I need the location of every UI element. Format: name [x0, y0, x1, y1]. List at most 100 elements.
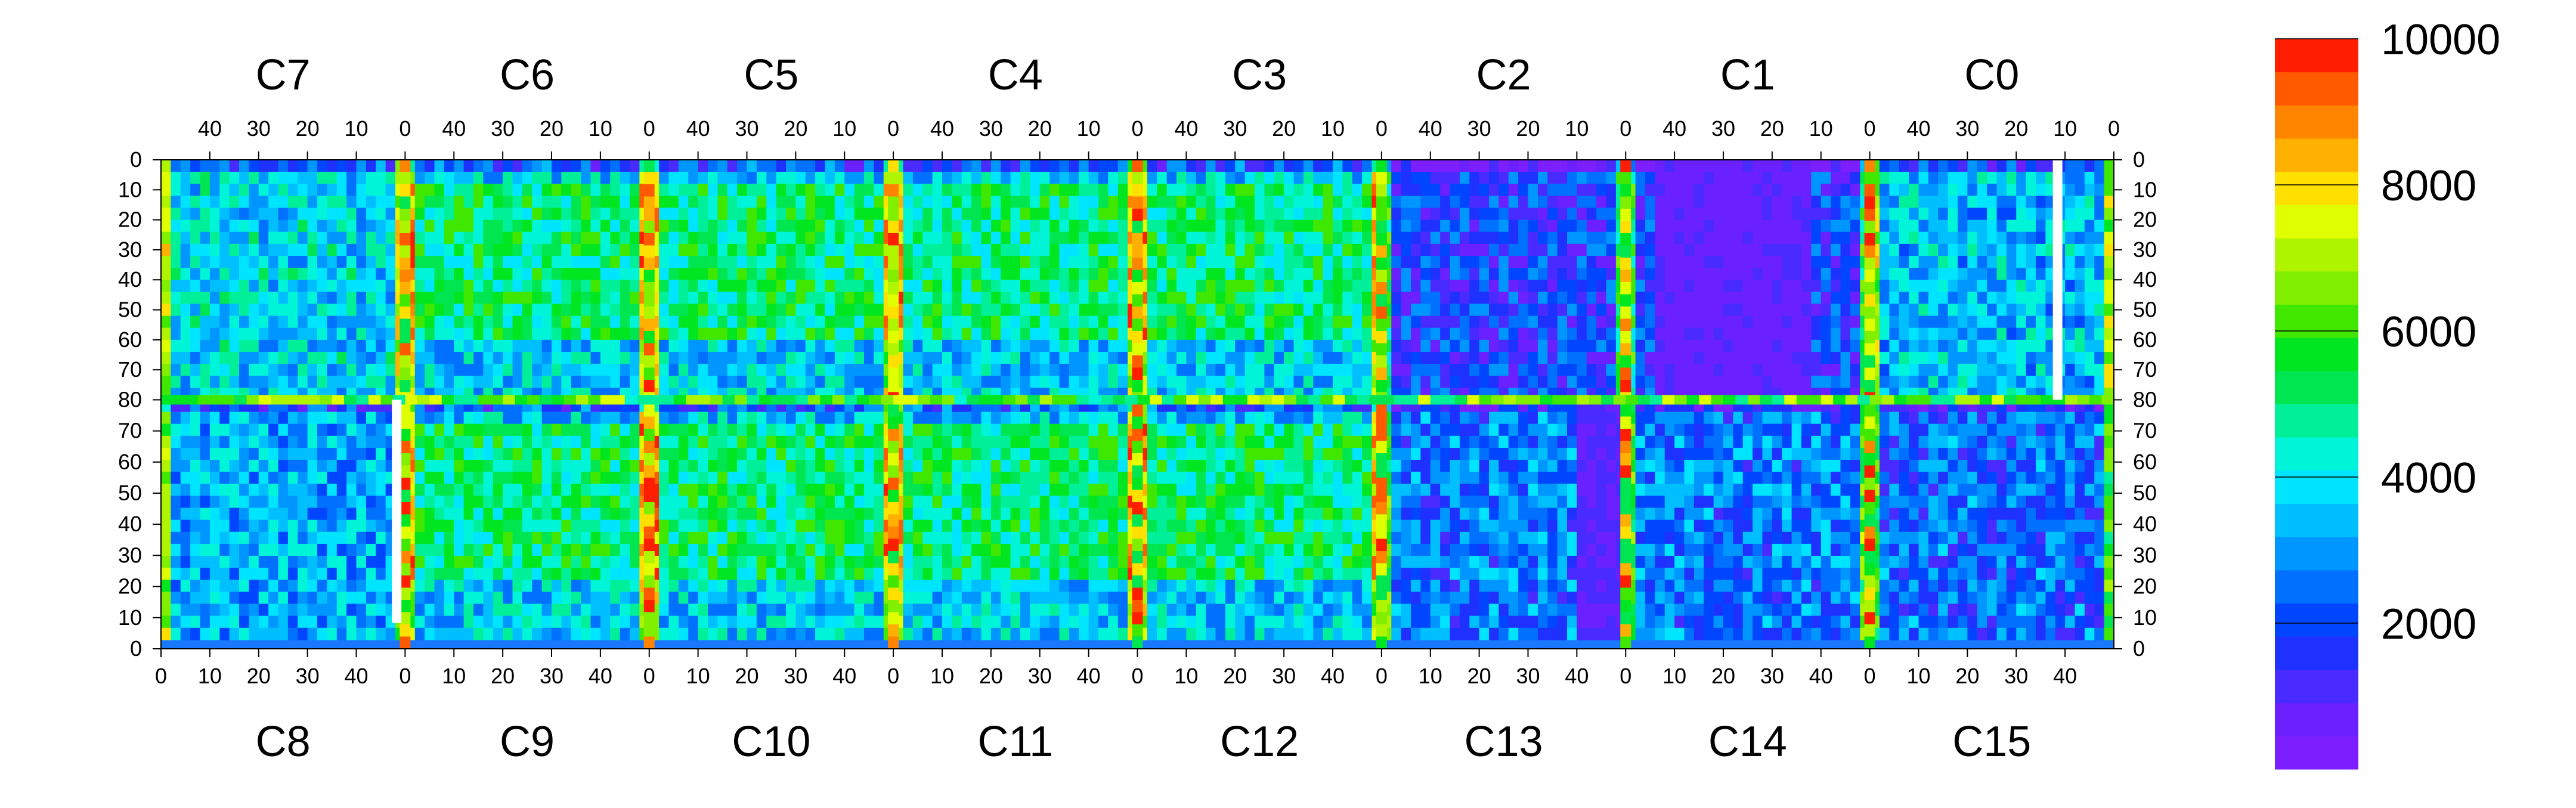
heatmap-cell	[327, 351, 338, 364]
heatmap-cell	[990, 496, 1001, 509]
heatmap-cell	[766, 351, 777, 364]
heatmap-cell	[874, 172, 884, 184]
heatmap-cell	[229, 460, 240, 472]
heatmap-cell	[434, 543, 445, 556]
heatmap-cell	[385, 376, 396, 388]
heatmap-cell	[239, 423, 249, 436]
heatmap-cell	[278, 339, 289, 352]
heatmap-cell	[1225, 568, 1236, 580]
heatmap-cell	[590, 423, 601, 436]
heatmap-cell	[219, 460, 230, 472]
heatmap-cell	[630, 160, 640, 172]
heatmap-cell	[864, 435, 874, 448]
heatmap-cell	[1176, 580, 1187, 593]
heatmap-cell	[1001, 231, 1011, 244]
heatmap-cell	[376, 531, 386, 544]
heatmap-cell	[336, 268, 347, 280]
heatmap-cell	[747, 231, 757, 244]
heatmap-cell	[493, 580, 503, 593]
heatmap-cell	[990, 160, 1001, 172]
heatmap-cell	[668, 219, 679, 233]
heatmap-cell	[1323, 364, 1333, 376]
heatmap-cell	[1079, 615, 1089, 629]
heatmap-cell	[1274, 496, 1284, 509]
heatmap-cell	[278, 292, 289, 305]
heatmap-cell	[1215, 423, 1226, 436]
heatmap-cell	[522, 327, 532, 340]
heatmap-cell	[1215, 219, 1226, 233]
heatmap-cell	[463, 627, 474, 640]
heatmap-cell	[961, 184, 972, 196]
heatmap-cell	[1157, 292, 1168, 305]
heatmap-cell	[815, 423, 826, 436]
heatmap-cell	[1001, 255, 1011, 268]
heatmap-cell	[1049, 472, 1060, 484]
heatmap-cell	[1059, 435, 1070, 448]
heatmap-cell	[1264, 315, 1275, 329]
heatmap-cell	[473, 280, 484, 292]
heatmap-cell	[532, 447, 543, 460]
heatmap-cell	[229, 627, 240, 640]
heatmap-cell	[258, 231, 269, 244]
heatmap-cell	[1352, 315, 1363, 329]
heatmap-cell	[961, 615, 972, 629]
heatmap-cell	[1020, 603, 1030, 617]
heatmap-cell	[1244, 519, 1255, 533]
heatmap-cell	[1088, 184, 1099, 196]
heatmap-cell	[1206, 255, 1216, 268]
heatmap-cell	[249, 304, 259, 317]
heatmap-cell	[1030, 196, 1041, 209]
heatmap-cell	[864, 592, 874, 605]
heatmap-cell	[356, 376, 367, 388]
heatmap-cell	[239, 472, 249, 484]
heatmap-cell	[1303, 627, 1314, 640]
heatmap-cell	[1157, 364, 1168, 376]
heatmap-cell	[307, 376, 318, 388]
heatmap-cell	[414, 327, 425, 340]
heatmap-cell	[463, 160, 474, 172]
heatmap-cell	[414, 580, 425, 593]
heatmap-cell	[1352, 519, 1363, 533]
heatmap-cell	[825, 472, 835, 484]
heatmap-cell	[258, 243, 269, 256]
heatmap-cell	[287, 603, 298, 617]
heatmap-cell	[659, 447, 670, 460]
heatmap-cell	[229, 184, 240, 196]
heatmap-cell	[454, 627, 465, 640]
heatmap-cell	[298, 580, 308, 593]
heatmap-cell	[278, 243, 289, 256]
heatmap-cell	[747, 447, 757, 460]
heatmap-cell	[1186, 376, 1197, 388]
heatmap-cell	[795, 196, 806, 209]
heatmap-cell	[912, 435, 923, 448]
heatmap-cell	[786, 243, 796, 256]
heatmap-cell	[473, 231, 484, 244]
heatmap-cell	[1059, 507, 1070, 521]
heatmap-cell	[385, 219, 396, 233]
heatmap-cell	[219, 196, 230, 209]
heatmap-cell	[747, 160, 757, 172]
heatmap-cell	[727, 556, 738, 568]
heatmap-cell	[1001, 627, 1011, 640]
heatmap-cell	[668, 435, 679, 448]
heatmap-cell	[552, 507, 562, 521]
heatmap-cell	[727, 376, 738, 388]
heatmap-cell	[219, 243, 230, 256]
heatmap-cell	[1010, 231, 1021, 244]
heatmap-cell	[512, 292, 523, 305]
heatmap-cell	[414, 435, 425, 448]
heatmap-cell	[317, 315, 327, 329]
heatmap-cell	[942, 268, 952, 280]
heatmap-cell	[708, 364, 718, 376]
heatmap-cell	[1244, 364, 1255, 376]
heatmap-cell	[1255, 556, 1265, 568]
heatmap-cell	[620, 603, 630, 617]
heatmap-cell	[590, 231, 601, 244]
heatmap-cell	[942, 531, 952, 544]
heatmap-cell	[581, 292, 592, 305]
heatmap-cell	[268, 568, 279, 580]
heatmap-cell	[1088, 460, 1099, 472]
heatmap-cell	[180, 556, 191, 568]
heatmap-cell	[1293, 472, 1304, 484]
heatmap-cell	[171, 304, 181, 317]
